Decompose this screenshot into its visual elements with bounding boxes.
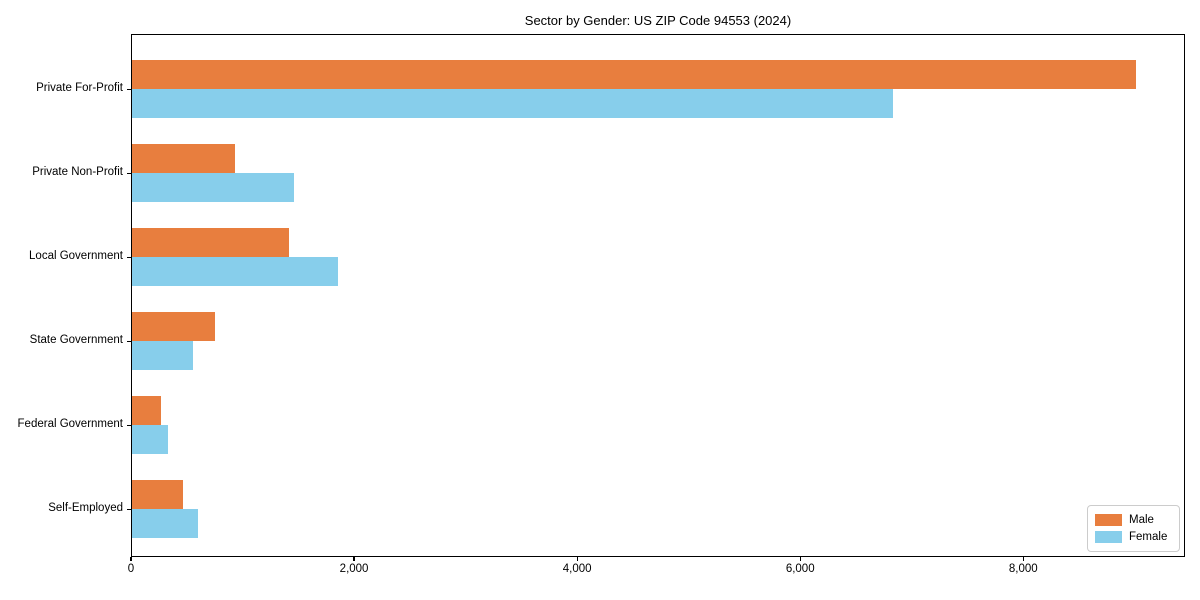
legend-label-male: Male: [1129, 513, 1154, 526]
xtick-mark-6000: [799, 557, 801, 561]
ytick-mark-private-non-profit: [127, 172, 131, 174]
ytick-mark-federal-government: [127, 424, 131, 426]
ytick-label-private-non-profit: Private Non-Profit: [32, 166, 123, 178]
bar-state-government-female: [132, 341, 193, 370]
xtick-label-2000: 2,000: [339, 563, 369, 575]
bar-private-for-profit-female: [132, 89, 893, 118]
xtick-mark-2000: [353, 557, 355, 561]
xtick-mark-0: [130, 557, 132, 561]
bar-federal-government-female: [132, 425, 168, 454]
xtick-mark-8000: [1022, 557, 1024, 561]
bar-self-employed-female: [132, 509, 198, 538]
ytick-label-private-for-profit: Private For-Profit: [36, 82, 123, 94]
plot-area: [131, 34, 1185, 557]
ytick-mark-self-employed: [127, 508, 131, 510]
ytick-mark-local-government: [127, 256, 131, 258]
bar-private-for-profit-male: [132, 60, 1136, 89]
chart-title: Sector by Gender: US ZIP Code 94553 (202…: [524, 13, 792, 28]
bar-local-government-male: [132, 228, 289, 257]
male-series-swatch: [1095, 513, 1122, 526]
ytick-label-state-government: State Government: [29, 334, 123, 346]
female-series-swatch: [1095, 531, 1122, 544]
legend: Male Female: [1087, 505, 1180, 552]
bar-local-government-female: [132, 257, 338, 286]
xtick-mark-4000: [576, 557, 578, 561]
ytick-mark-private-for-profit: [127, 88, 131, 90]
legend-label-female: Female: [1129, 531, 1168, 544]
legend-entry-female: Female: [1095, 529, 1172, 545]
ytick-label-federal-government: Federal Government: [17, 418, 123, 430]
xtick-label-8000: 8,000: [1008, 563, 1038, 575]
bar-state-government-male: [132, 312, 215, 341]
xtick-label-0: 0: [127, 563, 135, 575]
ytick-label-local-government: Local Government: [29, 250, 123, 262]
bar-self-employed-male: [132, 480, 183, 509]
bar-private-non-profit-female: [132, 173, 294, 202]
xtick-label-4000: 4,000: [562, 563, 592, 575]
xtick-label-6000: 6,000: [785, 563, 815, 575]
bar-federal-government-male: [132, 396, 161, 425]
bar-private-non-profit-male: [132, 144, 235, 173]
legend-entry-male: Male: [1095, 512, 1172, 528]
ytick-mark-state-government: [127, 340, 131, 342]
ytick-label-self-employed: Self-Employed: [48, 502, 123, 514]
